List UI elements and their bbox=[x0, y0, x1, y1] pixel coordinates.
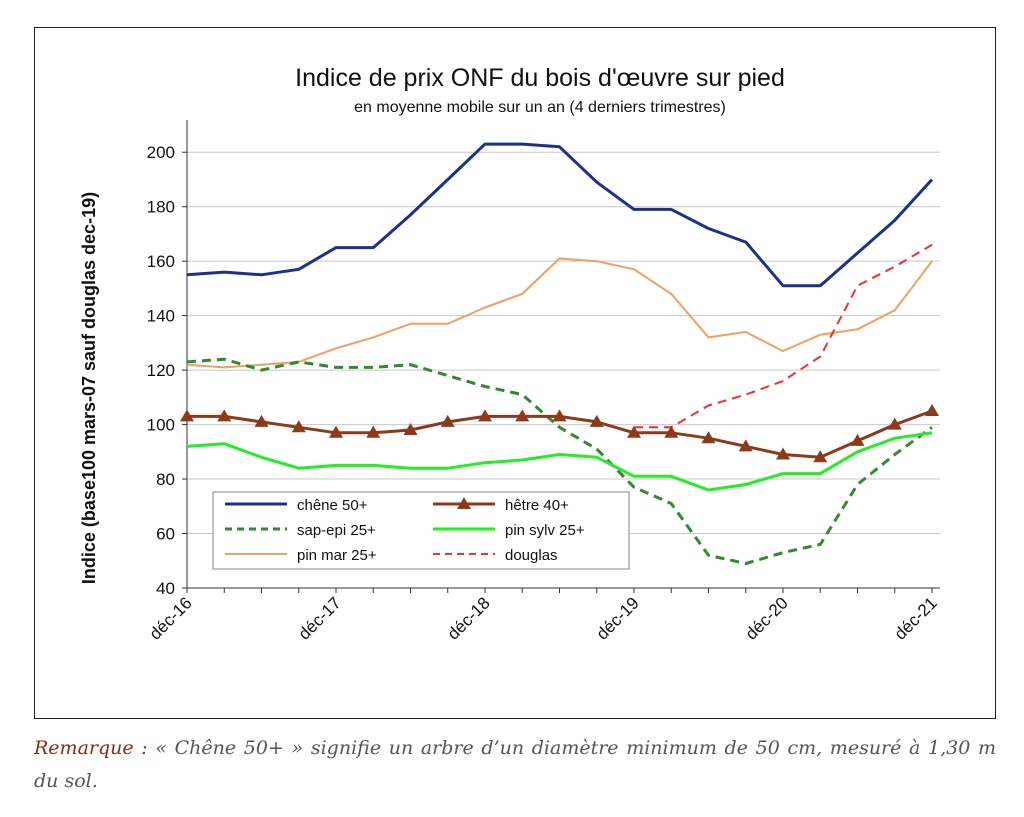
y-tick-label: 120 bbox=[147, 361, 175, 380]
series-line-pin-sylv-25- bbox=[186, 431, 933, 492]
remark-text: « Chêne 50+ » signifie un arbre d’un dia… bbox=[34, 737, 997, 792]
y-axis-label: Indice (base100 mars-07 sauf douglas dec… bbox=[79, 192, 99, 584]
series-line-douglas bbox=[634, 243, 933, 429]
remark-note: Remarque : « Chêne 50+ » signifie un arb… bbox=[34, 732, 996, 798]
x-tick-labels: déc-16 déc-17 déc-18 déc-19 déc-20 déc-21 bbox=[146, 593, 941, 643]
remark-label: Remarque : bbox=[34, 737, 148, 759]
x-tick-label: déc-18 bbox=[444, 593, 494, 643]
data-point-h-tre-40- bbox=[701, 431, 716, 444]
data-point-h-tre-40- bbox=[254, 414, 269, 427]
y-tick-label: 100 bbox=[147, 416, 175, 435]
legend-label-h-tre-40-: hêtre 40+ bbox=[505, 497, 569, 514]
data-point-h-tre-40- bbox=[925, 403, 939, 416]
series-line-sap-epi-25- bbox=[186, 357, 933, 565]
data-point-h-tre-40- bbox=[180, 409, 194, 422]
data-point-h-tre-40- bbox=[776, 447, 790, 460]
x-tick-label: déc-16 bbox=[146, 593, 196, 643]
series-line-ch-ne-50- bbox=[186, 142, 934, 288]
y-tick-label: 40 bbox=[156, 579, 175, 598]
data-point-h-tre-40- bbox=[850, 433, 865, 446]
y-tick-label: 160 bbox=[147, 252, 175, 271]
data-point-h-tre-40- bbox=[366, 425, 381, 438]
legend-label-sap-epi-25-: sap-epi 25+ bbox=[297, 522, 376, 539]
data-point-h-tre-40- bbox=[813, 450, 828, 463]
data-point-h-tre-40- bbox=[552, 409, 567, 422]
x-tick-label: déc-17 bbox=[295, 593, 345, 643]
data-point-h-tre-40- bbox=[329, 425, 343, 438]
x-tick-label: déc-21 bbox=[891, 593, 941, 643]
legend-label-pin-mar-25-: pin mar 25+ bbox=[297, 547, 377, 564]
y-tick-label: 60 bbox=[156, 525, 175, 544]
data-point-h-tre-40- bbox=[291, 420, 306, 433]
data-point-h-tre-40- bbox=[887, 417, 902, 430]
x-tick-label: déc-19 bbox=[593, 593, 643, 643]
data-point-h-tre-40- bbox=[589, 414, 604, 427]
line-chart: Indice de prix ONF du bois d'œuvre sur p… bbox=[79, 64, 941, 644]
y-tick-label: 80 bbox=[156, 470, 175, 489]
y-tick-labels: 40 60 80 100 120 140 160 180 200 bbox=[147, 143, 175, 598]
series-line-pin-mar-25- bbox=[186, 257, 933, 369]
series-layer bbox=[180, 142, 939, 565]
data-point-h-tre-40- bbox=[627, 425, 641, 438]
data-point-h-tre-40- bbox=[440, 414, 455, 427]
legend-label-douglas: douglas bbox=[505, 547, 558, 564]
chart-title: Indice de prix ONF du bois d'œuvre sur p… bbox=[295, 64, 785, 92]
y-tick-label: 180 bbox=[147, 198, 175, 217]
x-tick-label: déc-20 bbox=[742, 593, 792, 643]
y-tick-label: 200 bbox=[147, 143, 175, 162]
chart-subtitle: en moyenne mobile sur un an (4 derniers … bbox=[354, 99, 726, 116]
legend: chêne 50+ sap-epi 25+ pin mar 25+ hêtre 40+… bbox=[212, 491, 630, 570]
data-point-h-tre-40- bbox=[515, 409, 530, 422]
chart-frame: Indice de prix ONF du bois d'œuvre sur p… bbox=[34, 27, 996, 719]
legend-marker bbox=[457, 497, 471, 509]
y-tick-label: 140 bbox=[147, 307, 175, 326]
legend-label-ch-ne-50-: chêne 50+ bbox=[297, 497, 368, 514]
data-point-h-tre-40- bbox=[478, 409, 492, 422]
legend-label-pin-sylv-25-: pin sylv 25+ bbox=[505, 522, 585, 539]
data-point-h-tre-40- bbox=[217, 409, 232, 422]
data-point-h-tre-40- bbox=[664, 425, 679, 438]
data-point-h-tre-40- bbox=[403, 423, 418, 436]
data-point-h-tre-40- bbox=[738, 439, 753, 452]
